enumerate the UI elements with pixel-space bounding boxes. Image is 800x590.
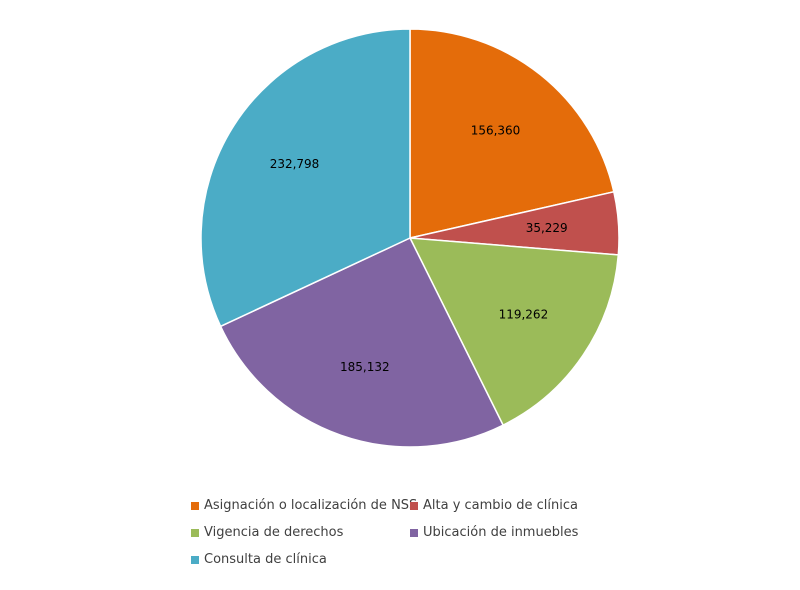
data-label: 35,229 [526, 221, 568, 235]
data-label: 232,798 [270, 157, 320, 171]
legend-label: Vigencia de derechos [204, 525, 344, 540]
legend-label: Alta y cambio de clínica [423, 498, 578, 513]
legend-item: Consulta de clínica [191, 551, 410, 569]
legend-item: Ubicación de inmuebles [410, 524, 610, 542]
pie-slice [200, 28, 411, 328]
data-label: 156,360 [471, 124, 521, 138]
legend-item: Alta y cambio de clínica [410, 497, 610, 515]
legend-swatch [410, 529, 418, 537]
pie-slice [408, 237, 620, 427]
legend-label: Consulta de clínica [204, 552, 327, 567]
legend-item: Vigencia de derechos [191, 524, 410, 542]
data-label: 119,262 [499, 307, 549, 321]
data-label: 185,132 [340, 360, 390, 374]
legend-swatch [191, 529, 199, 537]
legend-swatch [410, 502, 418, 510]
legend-label: Asignación o localización de NSS [204, 498, 418, 513]
pie-slice [409, 28, 615, 239]
legend-swatch [191, 502, 199, 510]
pie-chart: 156,360 35,229 119,262 185,132 232,798 [200, 28, 620, 448]
legend-swatch [191, 556, 199, 564]
legend-label: Ubicación de inmuebles [423, 525, 579, 540]
pie-slice [219, 237, 505, 448]
legend-item: Asignación o localización de NSS [191, 497, 417, 515]
legend: Asignación o localización de NSS Alta y c… [191, 497, 611, 569]
